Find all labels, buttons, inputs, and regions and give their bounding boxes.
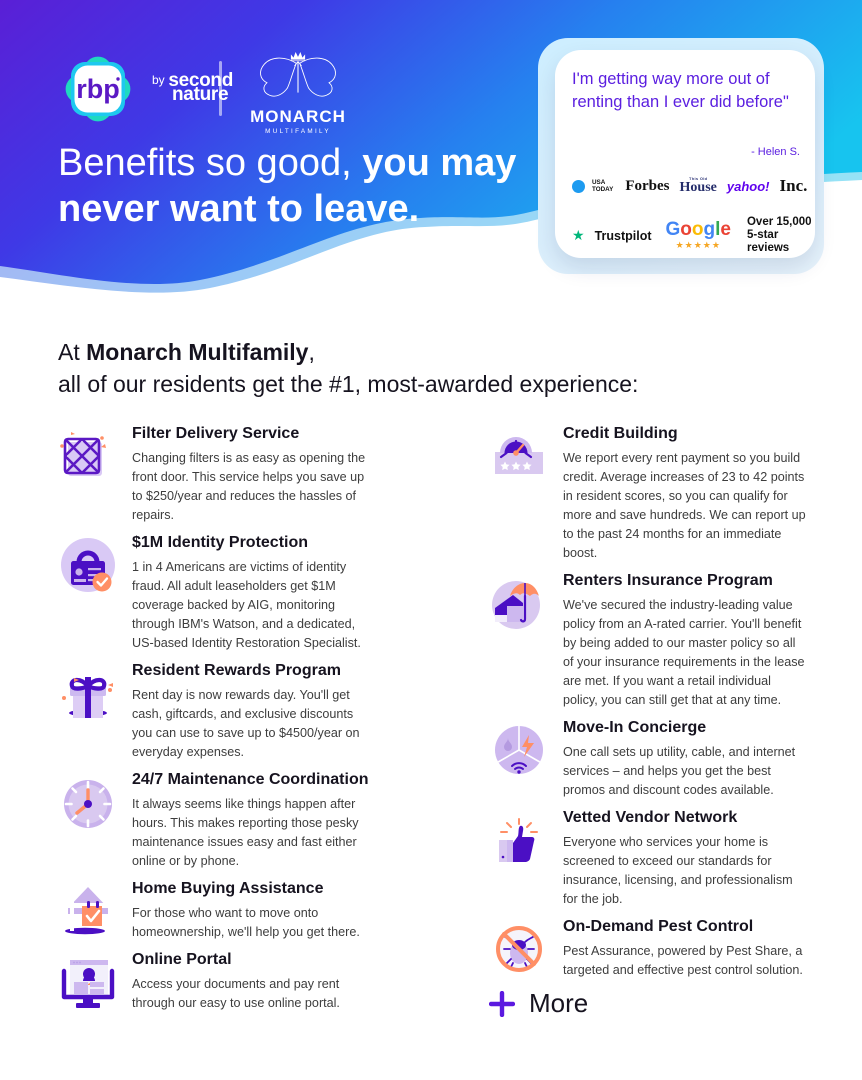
svg-text:rbp: rbp bbox=[76, 74, 120, 104]
